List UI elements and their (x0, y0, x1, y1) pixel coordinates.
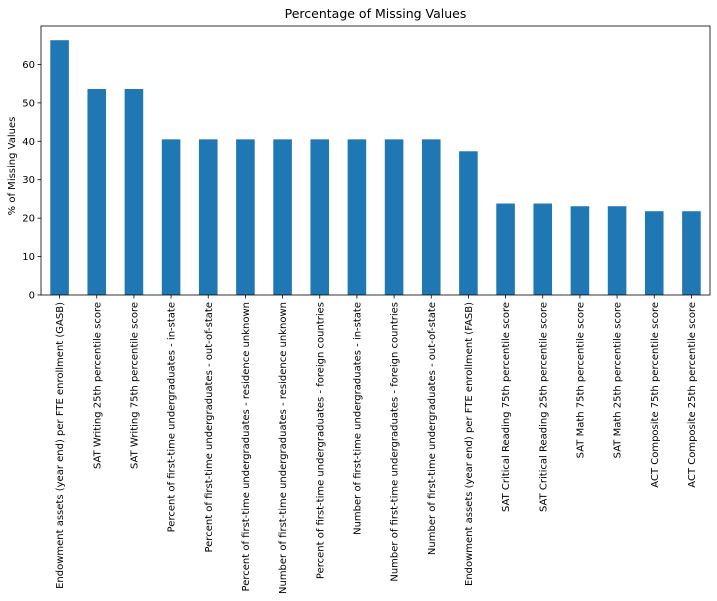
y-tick-label-4: 40 (22, 137, 35, 148)
x-tick-label-12: SAT Critical Reading 75th percentile sco… (501, 302, 512, 512)
x-tick-label-11: Endowment assets (year end) per FTE enro… (464, 302, 475, 586)
x-tick-label-1: SAT Writing 25th percentile score (92, 302, 103, 469)
x-tick-label-9: Number of first-time undergraduates - fo… (390, 302, 401, 582)
x-tick-label-13: SAT Critical Reading 25th percentile sco… (538, 302, 549, 512)
bar-8 (347, 139, 367, 295)
x-tick-label-3: Percent of first-time undergraduates - i… (167, 302, 178, 532)
bar-6 (273, 139, 292, 295)
x-tick-label-10: Number of first-time undergraduates - ou… (427, 302, 438, 555)
x-tick-label-6: Number of first-time undergraduates - re… (278, 302, 289, 594)
bar-7 (310, 139, 330, 295)
bar-13 (533, 203, 553, 295)
y-tick-label-3: 30 (22, 175, 35, 186)
plot-frame (40, 25, 711, 296)
bar-15 (607, 206, 627, 295)
x-tick-label-15: SAT Math 25th percentile score (613, 302, 624, 458)
bar-12 (496, 203, 515, 295)
bar-0 (50, 40, 69, 295)
y-axis-label: % of Missing Values (7, 117, 18, 216)
x-tick-label-16: ACT Composite 75th percentile score (650, 302, 661, 488)
y-tick-label-1: 10 (22, 252, 35, 263)
x-tick-label-0: Endowment assets (year end) per FTE enro… (55, 302, 66, 589)
x-tick-label-2: SAT Writing 75th percentile score (129, 302, 140, 469)
bar-11 (459, 151, 478, 295)
bar-9 (384, 139, 404, 295)
y-tick-label-0: 0 (29, 291, 35, 302)
bar-17 (682, 211, 701, 295)
chart-title: Percentage of Missing Values (285, 6, 467, 21)
y-tick-label-5: 50 (22, 98, 35, 109)
bar-16 (644, 211, 664, 295)
bar-5 (236, 139, 255, 295)
x-tick-label-7: Percent of first-time undergraduates - f… (315, 302, 326, 579)
y-tick-label-2: 20 (22, 214, 35, 225)
x-tick-label-14: SAT Math 75th percentile score (575, 302, 586, 458)
bar-10 (421, 139, 441, 295)
x-tick-label-8: Number of first-time undergraduates - in… (352, 302, 363, 535)
x-tick-label-4: Percent of first-time undergraduates - o… (204, 302, 215, 553)
bars-group (50, 40, 701, 296)
y-tick-label-6: 60 (22, 60, 35, 71)
bar-1 (87, 89, 107, 296)
bar-2 (124, 89, 144, 296)
x-axis: Endowment assets (year end) per FTE enro… (55, 295, 698, 594)
y-axis: 0 10 20 30 40 50 60 (22, 60, 41, 302)
x-tick-label-5: Percent of first-time undergraduates - r… (241, 302, 252, 591)
bar-3 (161, 139, 181, 295)
x-tick-label-17: ACT Composite 25th percentile score (687, 302, 698, 488)
bar-14 (570, 206, 590, 295)
bar-4 (198, 139, 218, 295)
